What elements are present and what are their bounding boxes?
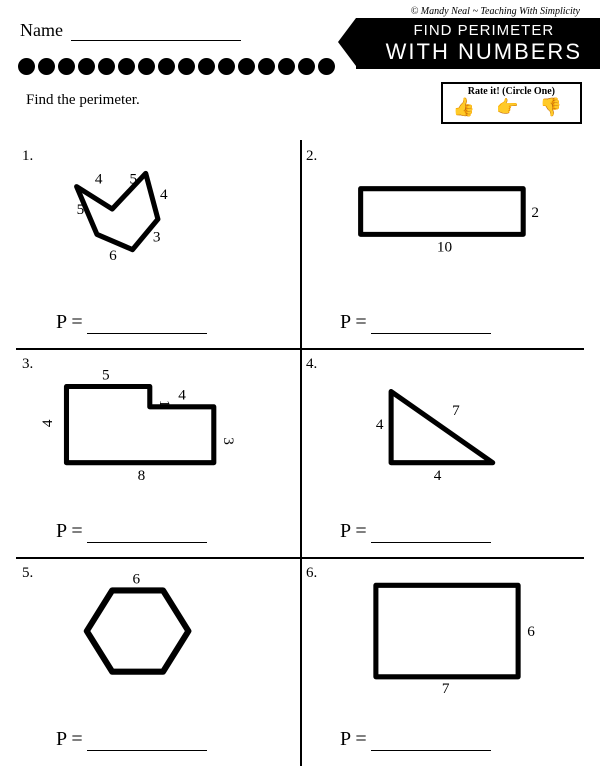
side-label: 5 — [77, 201, 85, 218]
rate-icons[interactable]: 👍 👉 👎 — [453, 97, 570, 118]
shape — [376, 585, 518, 676]
answer-input-line[interactable] — [87, 750, 207, 751]
answer-prefix: P = — [56, 311, 83, 333]
side-label: 3 — [153, 228, 161, 245]
answer-prefix: P = — [56, 728, 83, 750]
answer-prefix: P = — [340, 311, 367, 333]
instruction-text: Find the perimeter. — [26, 92, 140, 109]
answer-row: P = — [340, 520, 491, 543]
side-label: 6 — [133, 570, 141, 587]
name-input-line[interactable] — [71, 40, 241, 41]
copyright-text: © Mandy Neal ~ Teaching With Simplicity — [411, 6, 580, 17]
answer-prefix: P = — [56, 520, 83, 542]
dot — [318, 58, 335, 75]
question-number: 4. — [306, 356, 317, 373]
answer-row: P = — [56, 728, 207, 751]
dot — [18, 58, 35, 75]
title-banner: FIND PERIMETER WITH NUMBERS — [356, 18, 600, 69]
shape — [66, 387, 213, 463]
shape — [77, 173, 158, 249]
shape-area: 6 — [36, 567, 290, 715]
dot — [118, 58, 135, 75]
side-label: 6 — [109, 247, 117, 264]
side-label: 6 — [527, 623, 535, 640]
answer-input-line[interactable] — [371, 333, 491, 334]
side-label: 2 — [531, 204, 539, 221]
answer-row: P = — [56, 520, 207, 543]
problem-grid: 1.545436P =2.210P =3.514384P =4.474P =5.… — [16, 140, 584, 766]
decorative-dots — [18, 58, 335, 75]
side-label: 5 — [129, 171, 137, 188]
answer-input-line[interactable] — [87, 333, 207, 334]
dot — [158, 58, 175, 75]
rate-it-box: Rate it! (Circle One) 👍 👉 👎 — [441, 82, 582, 124]
dot — [38, 58, 55, 75]
dot — [298, 58, 315, 75]
problem-cell-2: 2. 2 10 P = — [300, 140, 584, 348]
shape-area: 67 — [320, 567, 574, 715]
title-line1: FIND PERIMETER — [386, 22, 582, 39]
side-label: 1 — [156, 400, 173, 408]
problem-cell-6: 6.67P = — [300, 557, 584, 765]
question-number: 5. — [22, 565, 33, 582]
dot — [238, 58, 255, 75]
rate-title: Rate it! (Circle One) — [453, 86, 570, 97]
shape — [361, 189, 524, 235]
dot — [198, 58, 215, 75]
answer-row: P = — [340, 311, 491, 334]
shape-area: 2 10 — [320, 150, 574, 298]
shape-area: 545436 — [36, 150, 290, 298]
dot — [218, 58, 235, 75]
dot — [58, 58, 75, 75]
side-label: 4 — [160, 186, 168, 203]
problem-cell-3: 3.514384P = — [16, 348, 300, 556]
dot — [138, 58, 155, 75]
question-number: 2. — [306, 148, 317, 165]
problem-cell-1: 1.545436P = — [16, 140, 300, 348]
dot — [178, 58, 195, 75]
side-label: 3 — [220, 438, 237, 446]
side-label: 8 — [138, 467, 146, 484]
shape-area: 514384 — [36, 358, 290, 506]
answer-row: P = — [56, 311, 207, 334]
side-label: 4 — [95, 171, 103, 188]
side-label: 4 — [39, 420, 56, 428]
dot — [98, 58, 115, 75]
answer-prefix: P = — [340, 520, 367, 542]
side-label: 5 — [102, 367, 110, 384]
answer-input-line[interactable] — [87, 542, 207, 543]
shape — [391, 392, 493, 463]
side-label: 10 — [437, 239, 453, 256]
answer-row: P = — [340, 728, 491, 751]
answer-input-line[interactable] — [371, 542, 491, 543]
shape-area: 4 7 4 — [320, 358, 574, 506]
answer-prefix: P = — [340, 728, 367, 750]
name-label: Name — [20, 20, 63, 40]
dot — [278, 58, 295, 75]
question-number: 6. — [306, 565, 317, 582]
side-label: 7 — [452, 402, 460, 419]
name-field: Name — [20, 20, 241, 41]
question-number: 3. — [22, 356, 33, 373]
problem-cell-5: 5. 6 P = — [16, 557, 300, 765]
question-number: 1. — [22, 148, 33, 165]
dot — [258, 58, 275, 75]
side-label: 4 — [178, 387, 186, 404]
side-label: 7 — [442, 680, 450, 697]
answer-input-line[interactable] — [371, 750, 491, 751]
title-line2: WITH NUMBERS — [386, 39, 582, 65]
side-label: 4 — [376, 417, 384, 434]
shape — [87, 590, 189, 671]
dot — [78, 58, 95, 75]
side-label: 4 — [434, 467, 442, 484]
problem-cell-4: 4. 4 7 4 P = — [300, 348, 584, 556]
